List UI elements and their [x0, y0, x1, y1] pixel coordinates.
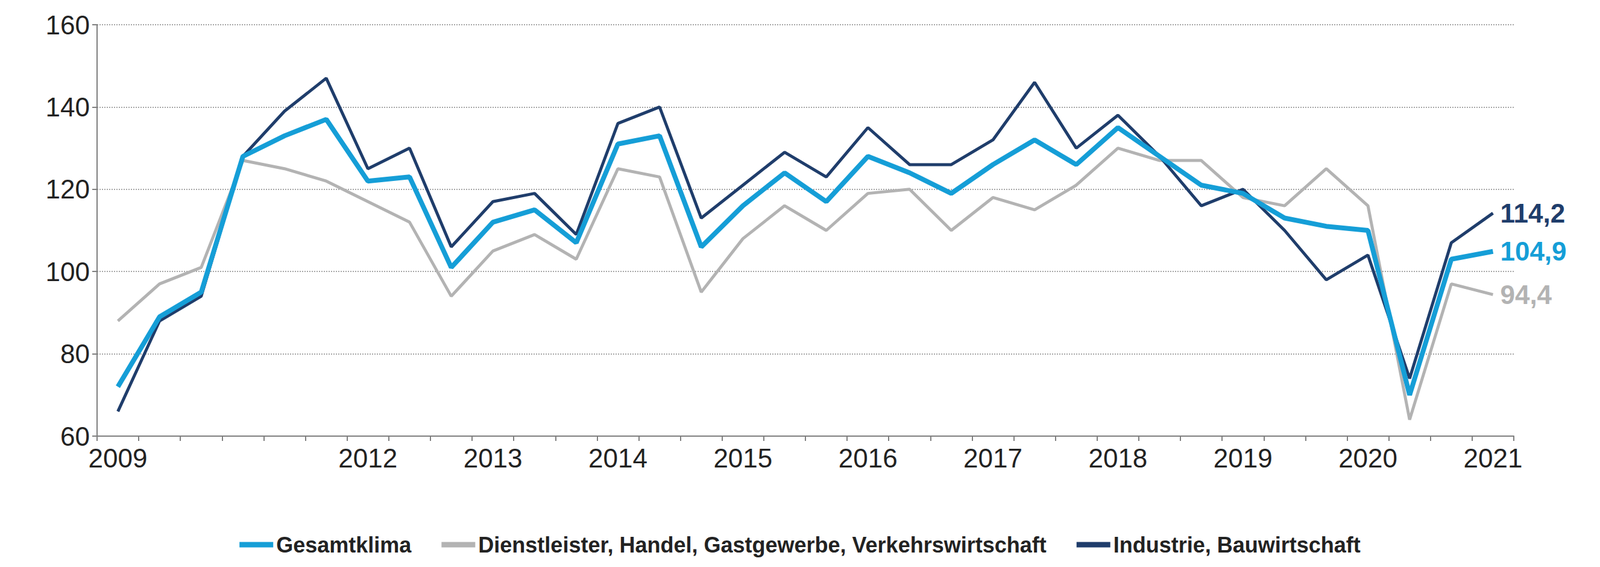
- svg-text:100: 100: [45, 256, 90, 287]
- svg-text:140: 140: [45, 92, 90, 122]
- svg-text:2013: 2013: [463, 443, 523, 473]
- svg-text:114,2: 114,2: [1499, 198, 1566, 228]
- svg-text:2018: 2018: [1088, 443, 1148, 473]
- svg-text:60: 60: [60, 421, 90, 451]
- svg-text:2012: 2012: [338, 443, 398, 473]
- svg-text:2015: 2015: [713, 443, 773, 473]
- svg-text:Gesamtklima: Gesamtklima: [276, 532, 412, 558]
- svg-text:2014: 2014: [588, 443, 648, 473]
- svg-text:2020: 2020: [1338, 443, 1398, 473]
- svg-text:Dienstleister, Handel, Gastgew: Dienstleister, Handel, Gastgewerbe, Verk…: [478, 532, 1046, 558]
- svg-text:2017: 2017: [963, 443, 1023, 473]
- svg-text:2021: 2021: [1463, 443, 1523, 473]
- svg-text:160: 160: [45, 10, 90, 40]
- svg-text:2019: 2019: [1213, 443, 1273, 473]
- svg-text:2009: 2009: [88, 443, 148, 473]
- svg-text:104,9: 104,9: [1499, 236, 1567, 266]
- svg-text:120: 120: [45, 174, 90, 204]
- svg-text:Industrie, Bauwirtschaft: Industrie, Bauwirtschaft: [1113, 532, 1361, 558]
- svg-text:94,4: 94,4: [1499, 279, 1552, 310]
- svg-text:80: 80: [60, 338, 90, 369]
- svg-text:2016: 2016: [838, 443, 898, 473]
